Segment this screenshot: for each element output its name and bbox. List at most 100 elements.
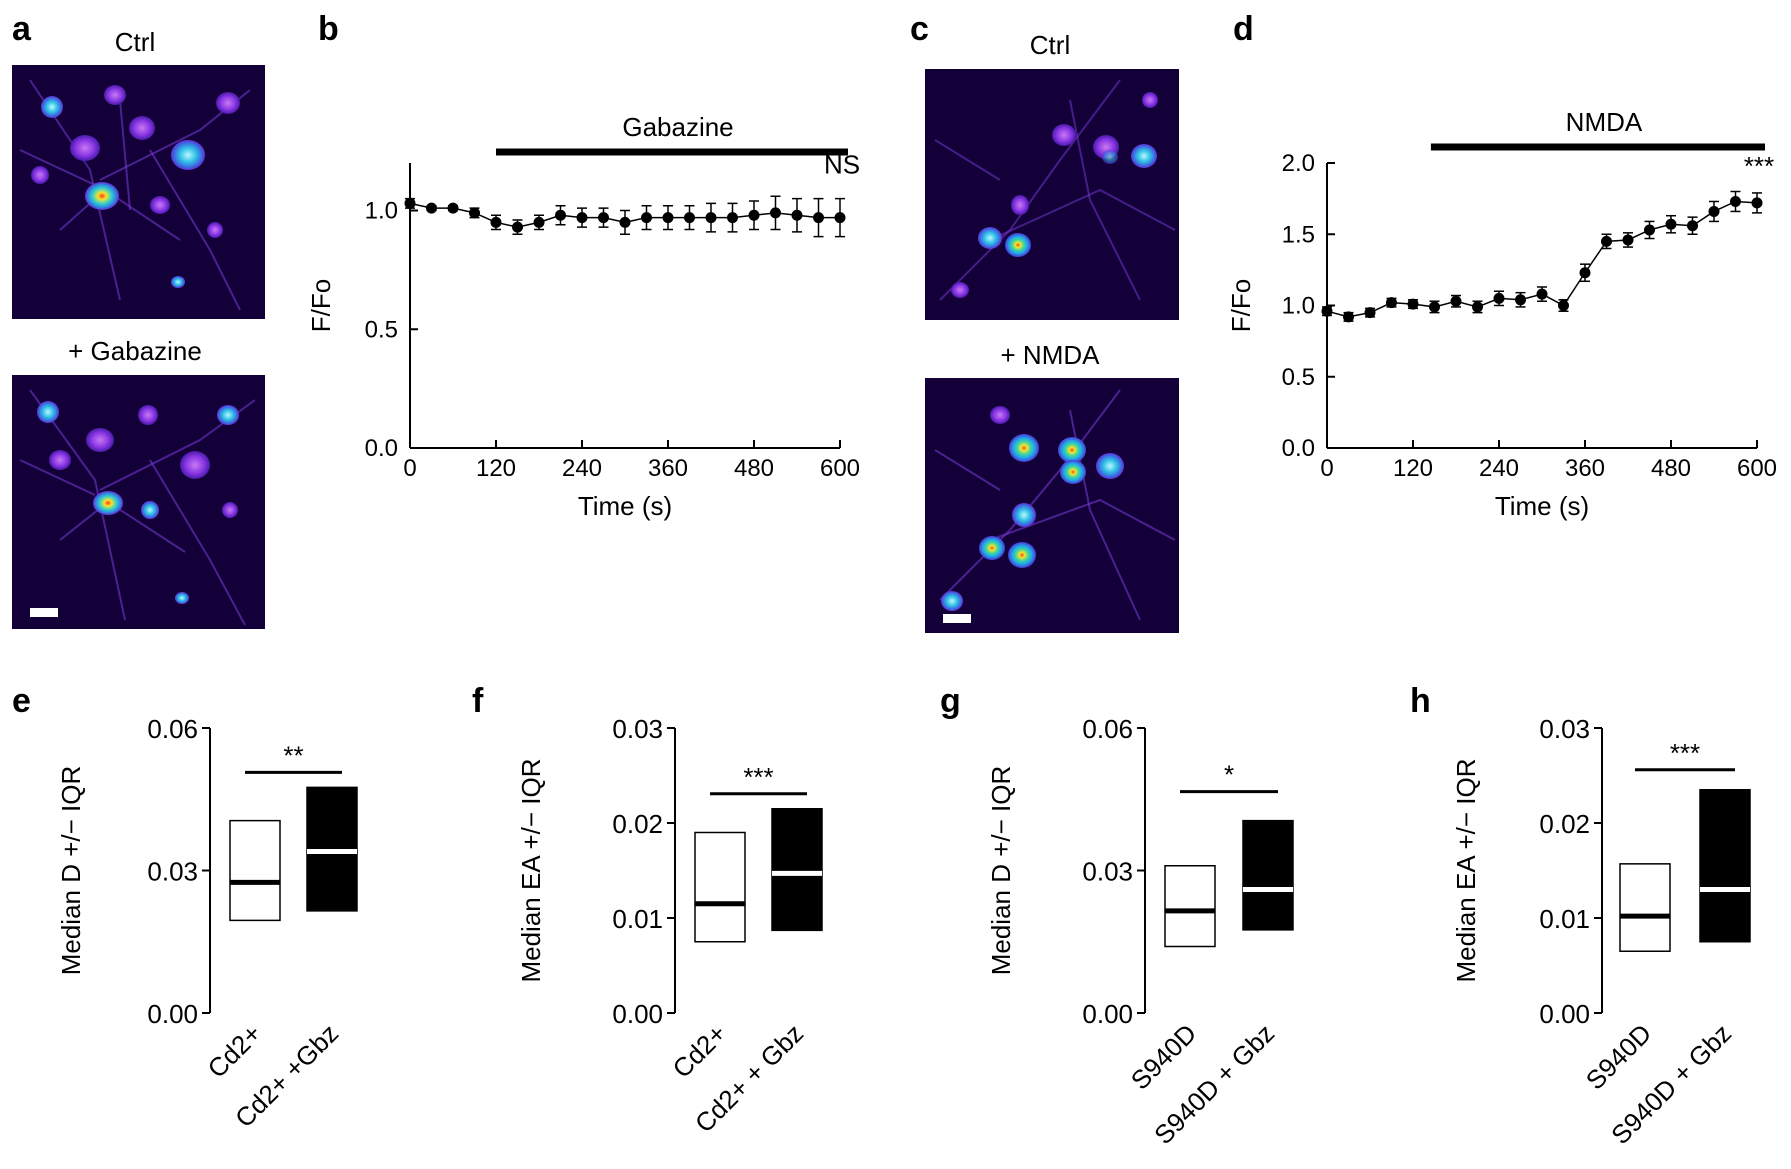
x-tick-label: 600 xyxy=(820,455,860,482)
data-point xyxy=(426,202,437,214)
y-tick-label: 1.0 xyxy=(1282,293,1315,320)
data-point xyxy=(512,221,523,233)
data-point xyxy=(576,212,588,224)
data-point xyxy=(1493,292,1505,304)
x-tick-label: 120 xyxy=(476,455,516,482)
micrograph-ctrl-gabazine xyxy=(12,65,265,319)
data-point xyxy=(1622,234,1634,246)
chart-b: b 0 120 240 360 480 600 0.0 0.5 1.0 Time (s) F/Fo Ga… xyxy=(306,10,860,521)
y-axis-label: F/Fo xyxy=(1226,279,1256,332)
y-tick-label: 0.02 xyxy=(1539,809,1590,839)
y-tick-label: 0.0 xyxy=(365,435,398,462)
panel-c-bottom-label: + NMDA xyxy=(1001,340,1101,370)
data-point xyxy=(1644,224,1655,236)
data-point xyxy=(1364,307,1376,319)
x-tick-label: 0 xyxy=(1320,455,1333,482)
x-axis-label: Time (s) xyxy=(1495,491,1589,521)
chart-d: d 0 120 240 360 480 600 0.0 0.5 1.0 1.5 2.0 Time (s)… xyxy=(1226,10,1777,521)
y-tick-label: 0.03 xyxy=(1539,714,1590,744)
treatment-label: NMDA xyxy=(1566,107,1643,137)
y-tick-label: 0.06 xyxy=(147,714,198,744)
data-point xyxy=(684,212,695,224)
data-point xyxy=(770,207,781,219)
x-tick-label: 240 xyxy=(1479,455,1519,482)
data-point xyxy=(1536,288,1548,300)
data-point xyxy=(1450,295,1462,307)
data-point xyxy=(1730,195,1741,207)
y-tick-label: 0.03 xyxy=(612,714,663,744)
box-control xyxy=(1619,863,1671,952)
data-point xyxy=(662,212,674,224)
data-point xyxy=(1429,301,1440,313)
micrograph-gabazine xyxy=(12,375,265,629)
panel-letter-g: g xyxy=(940,682,961,720)
panel-letter-a: a xyxy=(12,10,32,48)
data-point xyxy=(404,197,416,209)
y-tick-label: 0.01 xyxy=(612,904,663,934)
panel-c-top-label: Ctrl xyxy=(1030,30,1070,60)
y-axis-label: Median D +/− IQR xyxy=(986,766,1016,976)
y-tick-label: 1.5 xyxy=(1282,221,1315,248)
micrograph-nmda xyxy=(925,378,1179,633)
x-tick-label: 120 xyxy=(1393,455,1433,482)
x-tick-label: 480 xyxy=(734,455,774,482)
data-point xyxy=(533,216,545,228)
data-point xyxy=(1665,218,1677,230)
data-point xyxy=(1687,220,1698,232)
significance-label: *** xyxy=(1670,738,1700,768)
y-axis-label: F/Fo xyxy=(306,279,336,332)
panel-letter-h: h xyxy=(1410,682,1431,720)
panel-a-bottom-label: + Gabazine xyxy=(68,336,202,366)
y-axis-label: Median D +/− IQR xyxy=(56,766,86,976)
y-tick-label: 0.5 xyxy=(365,316,398,343)
data-point xyxy=(447,202,459,214)
data-point xyxy=(1558,300,1569,311)
data-point xyxy=(1751,197,1763,209)
data-point xyxy=(1708,205,1720,217)
panel-letter-d: d xyxy=(1233,10,1254,48)
y-axis-label: Median EA +/− IQR xyxy=(1451,758,1481,982)
data-point xyxy=(1472,301,1483,313)
x-tick-label: 480 xyxy=(1651,455,1691,482)
x-tick-label: 600 xyxy=(1737,455,1777,482)
significance-label: *** xyxy=(1744,151,1774,181)
data-point xyxy=(1515,294,1526,306)
y-axis-label: Median EA +/− IQR xyxy=(516,758,546,982)
scale-bar xyxy=(943,614,971,623)
y-tick-label: 0.0 xyxy=(1282,435,1315,462)
y-tick-label: 0.00 xyxy=(147,999,198,1029)
data-point xyxy=(641,212,652,224)
data-point xyxy=(555,209,566,221)
data-point xyxy=(748,209,760,221)
treatment-label: Gabazine xyxy=(622,112,733,142)
x-tick-label: Cd2+ xyxy=(202,1018,268,1084)
box-treated xyxy=(1242,819,1294,931)
x-axis-label: Time (s) xyxy=(578,491,672,521)
box-control xyxy=(229,819,281,922)
panel-a-top-label: Ctrl xyxy=(115,27,155,57)
y-tick-label: 0.5 xyxy=(1282,364,1315,391)
significance-label: NS xyxy=(824,150,860,180)
data-point xyxy=(1386,297,1397,309)
x-tick-label: 240 xyxy=(562,455,602,482)
x-tick-label: S940D xyxy=(1125,1018,1202,1095)
panel-letter-c: c xyxy=(910,10,929,48)
panel-c: c Ctrl + NMDA xyxy=(910,10,1179,633)
y-tick-label: 0.01 xyxy=(1539,904,1590,934)
x-tick-label: 360 xyxy=(648,455,688,482)
y-tick-label: 0.03 xyxy=(1082,857,1133,887)
panel-letter-f: f xyxy=(472,682,484,720)
data-point xyxy=(791,209,803,221)
box-control xyxy=(694,831,746,943)
box-treated xyxy=(1699,789,1751,943)
data-point xyxy=(1407,298,1419,310)
data-point xyxy=(727,212,738,224)
data-point xyxy=(705,212,717,224)
panel-letter-b: b xyxy=(318,10,339,48)
chart-area: b 0 120 240 360 480 600 0.0 0.5 1.0 Time (s) F/Fo Ga… xyxy=(12,10,1777,1150)
y-tick-label: 0.03 xyxy=(147,857,198,887)
